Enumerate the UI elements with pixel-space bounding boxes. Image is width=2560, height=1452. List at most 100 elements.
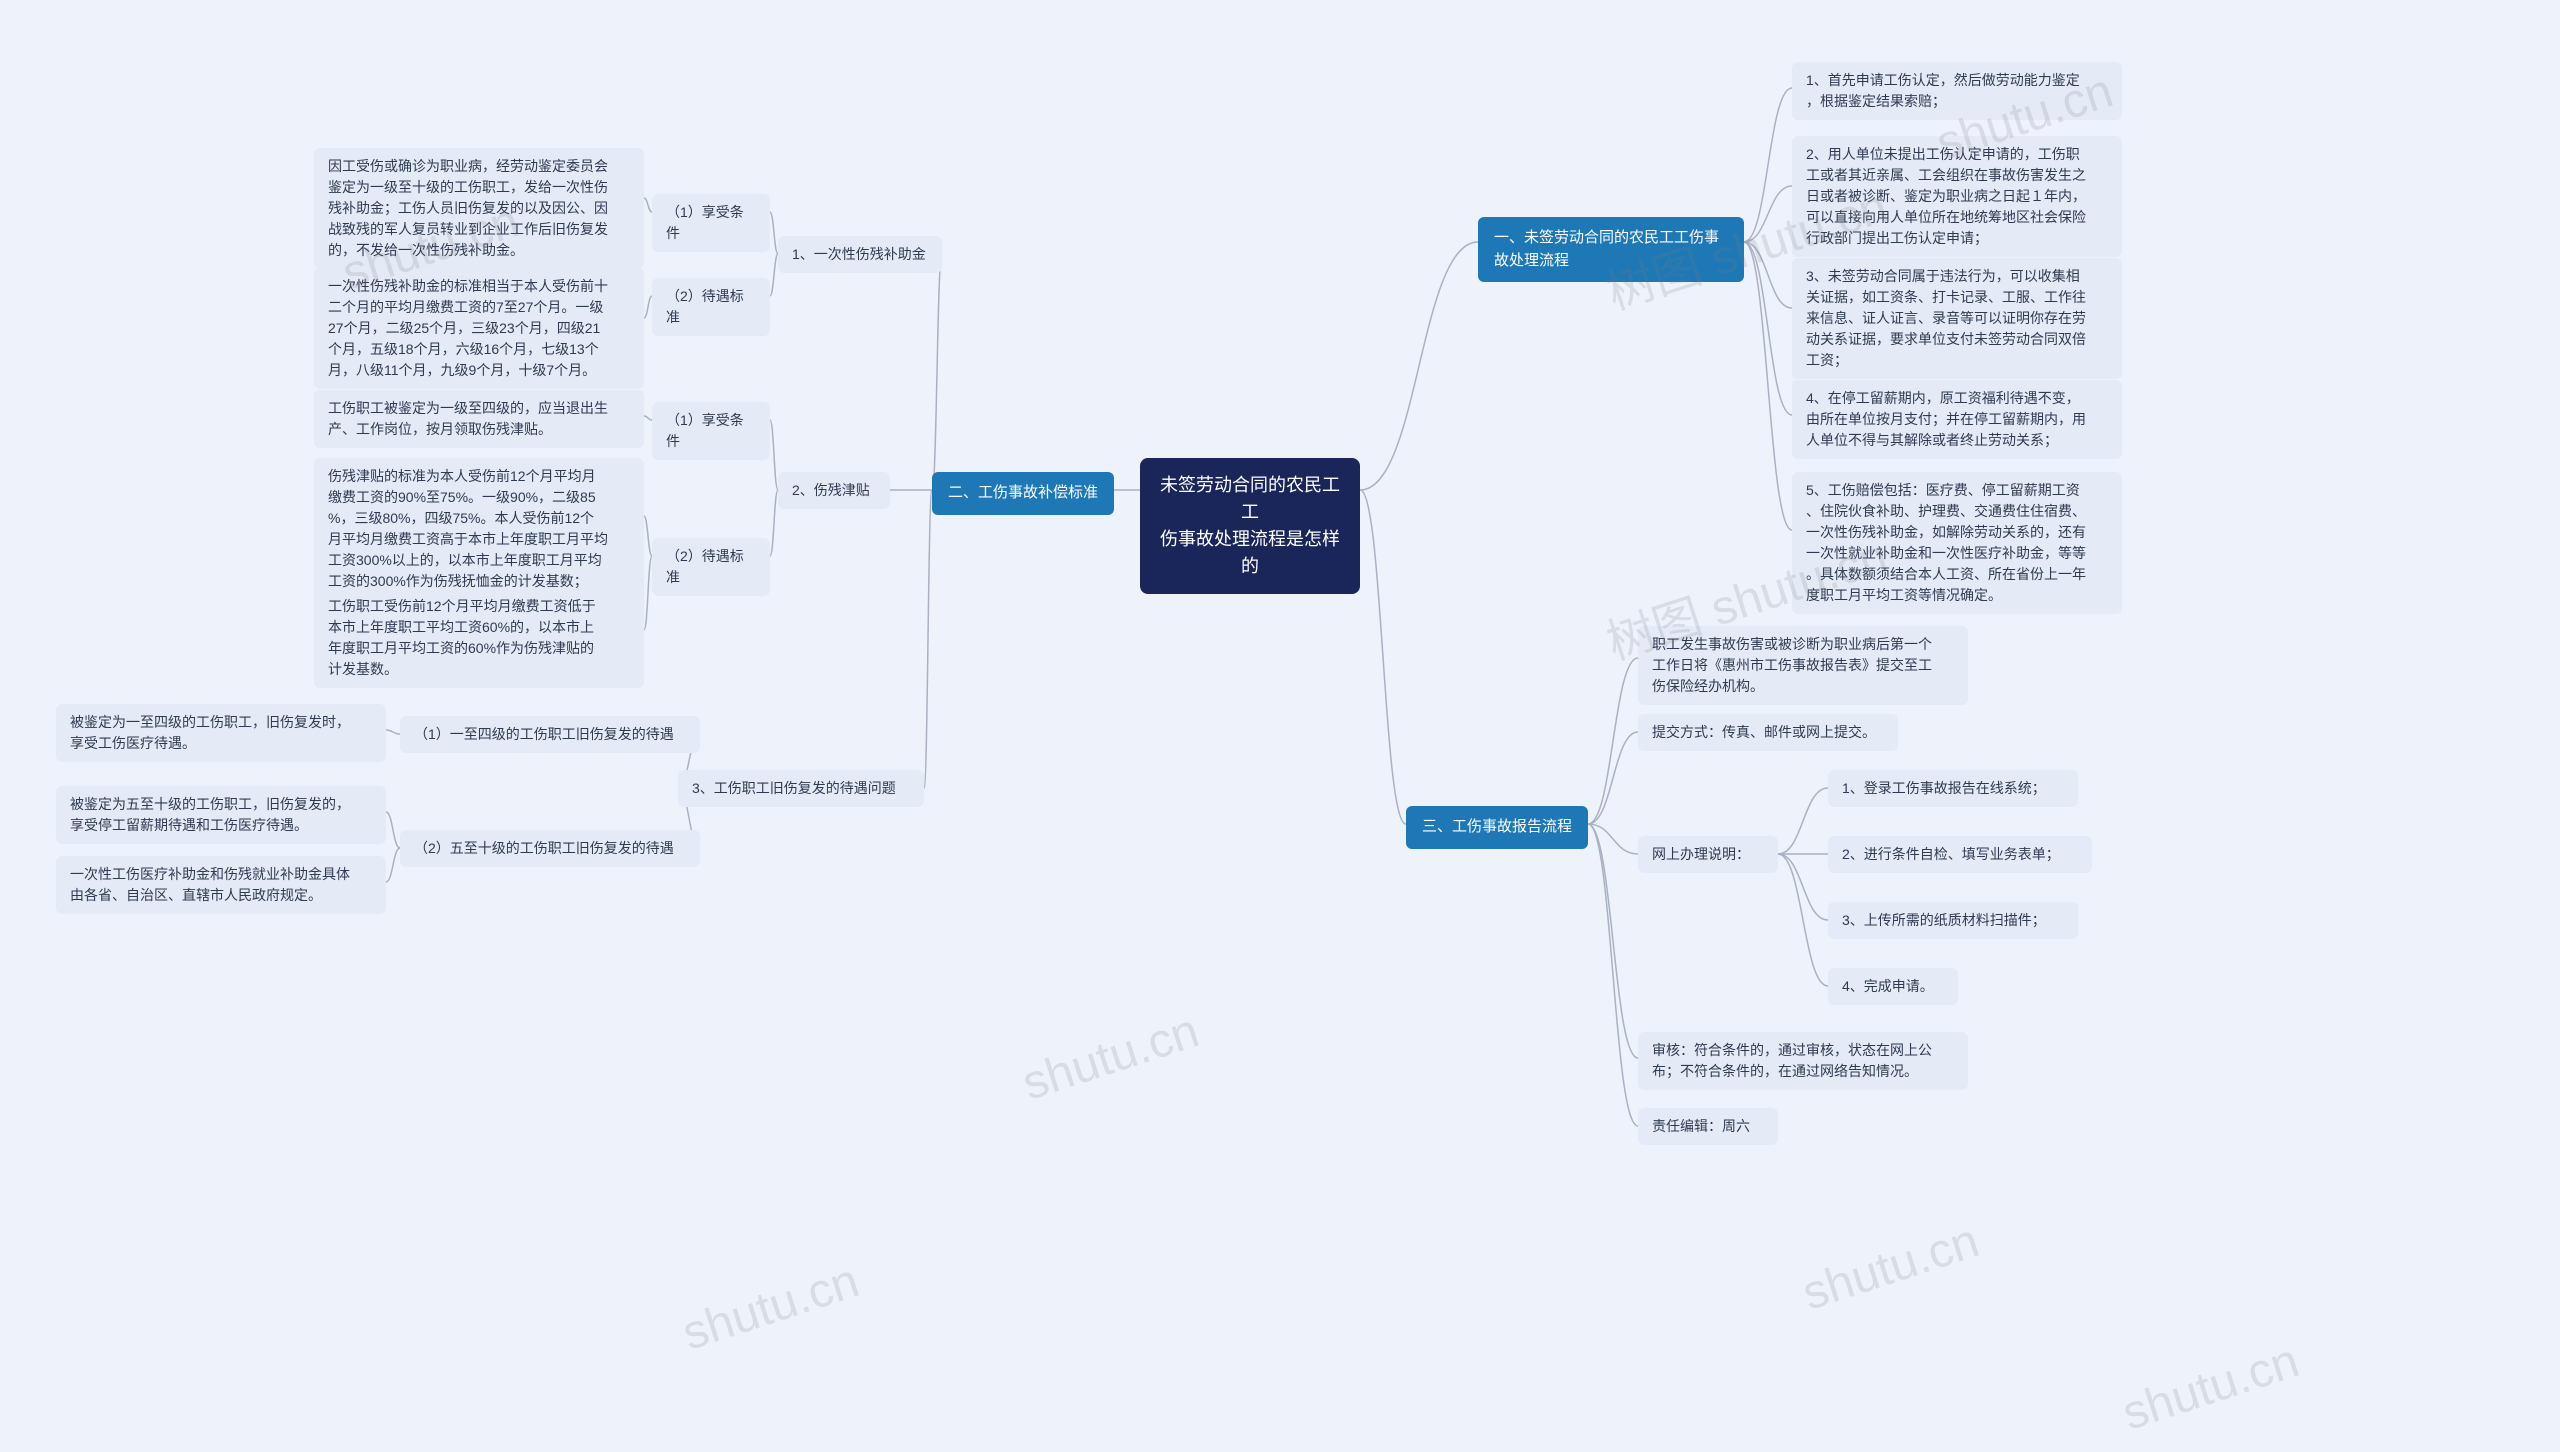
node-label: 二、工伤事故补偿标准 — [948, 484, 1098, 501]
edge — [1588, 824, 1638, 1126]
edge — [644, 416, 652, 420]
node-s3_2[interactable]: 提交方式：传真、邮件或网上提交。 — [1638, 714, 1898, 751]
edge — [386, 848, 400, 882]
watermark: shutu.cn — [676, 1253, 866, 1361]
node-label: 5、工伤赔偿包括：医疗费、停工留薪期工资 、住院伙食补助、护理费、交通费住住宿费… — [1806, 482, 2086, 603]
edge — [1744, 242, 1792, 415]
node-label: 审核：符合条件的，通过审核，状态在网上公 布；不符合条件的，在通过网络告知情况。 — [1652, 1042, 1932, 1079]
node-s3_1[interactable]: 职工发生事故伤害或被诊断为职业病后第一个 工作日将《惠州市工伤事故报告表》提交至… — [1638, 626, 1968, 705]
node-s2_a1[interactable]: （1）享受条件 — [652, 194, 770, 252]
node-label: （2）待遇标准 — [666, 548, 744, 585]
node-label: 3、上传所需的纸质材料扫描件； — [1842, 912, 2046, 928]
node-s1_3[interactable]: 3、未签劳动合同属于违法行为，可以收集相 关证据，如工资条、打卡记录、工服、工作… — [1792, 258, 2122, 379]
node-s2_a[interactable]: 1、一次性伤残补助金 — [778, 236, 942, 273]
node-label: 职工发生事故伤害或被诊断为职业病后第一个 工作日将《惠州市工伤事故报告表》提交至… — [1652, 636, 1932, 694]
node-s2_b2t2[interactable]: 工伤职工受伤前12个月平均月缴费工资低于 本市上年度职工平均工资60%的，以本市… — [314, 588, 644, 688]
edge — [1360, 490, 1406, 824]
node-label: 1、登录工伤事故报告在线系统； — [1842, 780, 2046, 796]
node-label: 未签劳动合同的农民工工 伤事故处理流程是怎样的 — [1160, 475, 1340, 576]
edge — [924, 490, 932, 788]
node-label: 工伤职工被鉴定为一级至四级的，应当退出生 产、工作岗位，按月领取伤残津贴。 — [328, 400, 608, 437]
node-s1[interactable]: 一、未签劳动合同的农民工工伤事 故处理流程 — [1478, 217, 1744, 282]
edge — [1744, 242, 1792, 530]
node-s2_b2t1[interactable]: 伤残津贴的标准为本人受伤前12个月平均月 缴费工资的90%至75%。一级90%，… — [314, 458, 644, 600]
node-label: 网上办理说明： — [1652, 846, 1750, 862]
node-label: 被鉴定为一至四级的工伤职工，旧伤复发时， 享受工伤医疗待遇。 — [70, 714, 350, 751]
node-label: 2、用人单位未提出工伤认定申请的，工伤职 工或者其近亲属、工会组织在事故伤害发生… — [1806, 146, 2086, 246]
edge — [1778, 854, 1828, 920]
mindmap-canvas: 未签劳动合同的农民工工 伤事故处理流程是怎样的 一、未签劳动合同的农民工工伤事 故… — [0, 0, 2560, 1452]
node-s2[interactable]: 二、工伤事故补偿标准 — [932, 472, 1114, 515]
edge — [770, 212, 778, 254]
node-label: 一次性伤残补助金的标准相当于本人受伤前十 二个月的平均月缴费工资的7至27个月。… — [328, 278, 608, 378]
node-s3[interactable]: 三、工伤事故报告流程 — [1406, 806, 1588, 849]
node-s2_b1t[interactable]: 工伤职工被鉴定为一级至四级的，应当退出生 产、工作岗位，按月领取伤残津贴。 — [314, 390, 644, 448]
edge — [1778, 854, 1828, 986]
node-s1_5[interactable]: 5、工伤赔偿包括：医疗费、停工留薪期工资 、住院伙食补助、护理费、交通费住住宿费… — [1792, 472, 2122, 614]
edge — [386, 730, 400, 734]
node-s3_w2[interactable]: 2、进行条件自检、填写业务表单； — [1828, 836, 2092, 873]
node-label: （2）待遇标准 — [666, 288, 744, 325]
node-label: 伤残津贴的标准为本人受伤前12个月平均月 缴费工资的90%至75%。一级90%，… — [328, 468, 608, 589]
edge — [1360, 242, 1478, 490]
node-label: 被鉴定为五至十级的工伤职工，旧伤复发的， 享受停工留薪期待遇和工伤医疗待遇。 — [70, 796, 350, 833]
watermark: shutu.cn — [1796, 1213, 1986, 1321]
node-label: （1）一至四级的工伤职工旧伤复发的待遇 — [414, 726, 674, 742]
node-s1_4[interactable]: 4、在停工留薪期内，原工资福利待遇不变， 由所在单位按月支付；并在停工留薪期内，… — [1792, 380, 2122, 459]
node-label: （1）享受条件 — [666, 204, 744, 241]
node-label: 因工受伤或确诊为职业病，经劳动鉴定委员会 鉴定为一级至十级的工伤职工，发给一次性… — [328, 158, 608, 258]
edge — [1744, 242, 1792, 308]
node-s2_c[interactable]: 3、工伤职工旧伤复发的待遇问题 — [678, 770, 924, 807]
edge — [1588, 658, 1638, 824]
edge — [1588, 732, 1638, 824]
node-s2_a2[interactable]: （2）待遇标准 — [652, 278, 770, 336]
node-label: （1）享受条件 — [666, 412, 744, 449]
node-label: 2、伤残津贴 — [792, 482, 870, 498]
node-s2_c2[interactable]: （2）五至十级的工伤职工旧伤复发的待遇 — [400, 830, 700, 867]
watermark: shutu.cn — [2116, 1333, 2306, 1441]
node-s2_c2t1[interactable]: 被鉴定为五至十级的工伤职工，旧伤复发的， 享受停工留薪期待遇和工伤医疗待遇。 — [56, 786, 386, 844]
edge — [1588, 824, 1638, 1058]
node-label: 3、未签劳动合同属于违法行为，可以收集相 关证据，如工资条、打卡记录、工服、工作… — [1806, 268, 2086, 368]
node-s1_1[interactable]: 1、首先申请工伤认定，然后做劳动能力鉴定 ，根据鉴定结果索赔； — [1792, 62, 2122, 120]
node-label: 责任编辑：周六 — [1652, 1118, 1750, 1134]
node-root[interactable]: 未签劳动合同的农民工工 伤事故处理流程是怎样的 — [1140, 458, 1360, 594]
edge — [932, 254, 942, 490]
node-s2_b1[interactable]: （1）享受条件 — [652, 402, 770, 460]
node-s1_2[interactable]: 2、用人单位未提出工伤认定申请的，工伤职 工或者其近亲属、工会组织在事故伤害发生… — [1792, 136, 2122, 257]
node-s3_w1[interactable]: 1、登录工伤事故报告在线系统； — [1828, 770, 2078, 807]
node-s2_a2t[interactable]: 一次性伤残补助金的标准相当于本人受伤前十 二个月的平均月缴费工资的7至27个月。… — [314, 268, 644, 389]
node-s2_c1[interactable]: （1）一至四级的工伤职工旧伤复发的待遇 — [400, 716, 700, 753]
node-label: 1、一次性伤残补助金 — [792, 246, 926, 262]
node-s2_b2[interactable]: （2）待遇标准 — [652, 538, 770, 596]
node-s3_4[interactable]: 责任编辑：周六 — [1638, 1108, 1778, 1145]
edge — [386, 812, 400, 848]
node-label: 一、未签劳动合同的农民工工伤事 故处理流程 — [1494, 229, 1719, 269]
node-label: 工伤职工受伤前12个月平均月缴费工资低于 本市上年度职工平均工资60%的，以本市… — [328, 598, 596, 677]
node-label: 4、在停工留薪期内，原工资福利待遇不变， 由所在单位按月支付；并在停工留薪期内，… — [1806, 390, 2086, 448]
node-s2_a1t[interactable]: 因工受伤或确诊为职业病，经劳动鉴定委员会 鉴定为一级至十级的工伤职工，发给一次性… — [314, 148, 644, 269]
node-s3_w[interactable]: 网上办理说明： — [1638, 836, 1778, 873]
node-s2_c1t[interactable]: 被鉴定为一至四级的工伤职工，旧伤复发时， 享受工伤医疗待遇。 — [56, 704, 386, 762]
node-label: 一次性工伤医疗补助金和伤残就业补助金具体 由各省、自治区、直辖市人民政府规定。 — [70, 866, 350, 903]
node-s2_c2t2[interactable]: 一次性工伤医疗补助金和伤残就业补助金具体 由各省、自治区、直辖市人民政府规定。 — [56, 856, 386, 914]
node-s3_w3[interactable]: 3、上传所需的纸质材料扫描件； — [1828, 902, 2078, 939]
node-label: （2）五至十级的工伤职工旧伤复发的待遇 — [414, 840, 674, 856]
node-label: 提交方式：传真、邮件或网上提交。 — [1652, 724, 1876, 740]
edge — [770, 254, 778, 296]
edge — [644, 296, 652, 318]
edge — [1744, 186, 1792, 242]
node-s3_3[interactable]: 审核：符合条件的，通过审核，状态在网上公 布；不符合条件的，在通过网络告知情况。 — [1638, 1032, 1968, 1090]
edge — [644, 516, 652, 556]
node-label: 3、工伤职工旧伤复发的待遇问题 — [692, 780, 896, 796]
watermark: shutu.cn — [1016, 1003, 1206, 1111]
node-label: 1、首先申请工伤认定，然后做劳动能力鉴定 ，根据鉴定结果索赔； — [1806, 72, 2080, 109]
edge — [1588, 824, 1638, 854]
edge — [770, 420, 778, 490]
edge — [770, 490, 778, 556]
edge — [1778, 788, 1828, 854]
node-label: 三、工伤事故报告流程 — [1422, 818, 1572, 835]
node-label: 2、进行条件自检、填写业务表单； — [1842, 846, 2060, 862]
node-s2_b[interactable]: 2、伤残津贴 — [778, 472, 890, 509]
node-s3_w4[interactable]: 4、完成申请。 — [1828, 968, 1958, 1005]
